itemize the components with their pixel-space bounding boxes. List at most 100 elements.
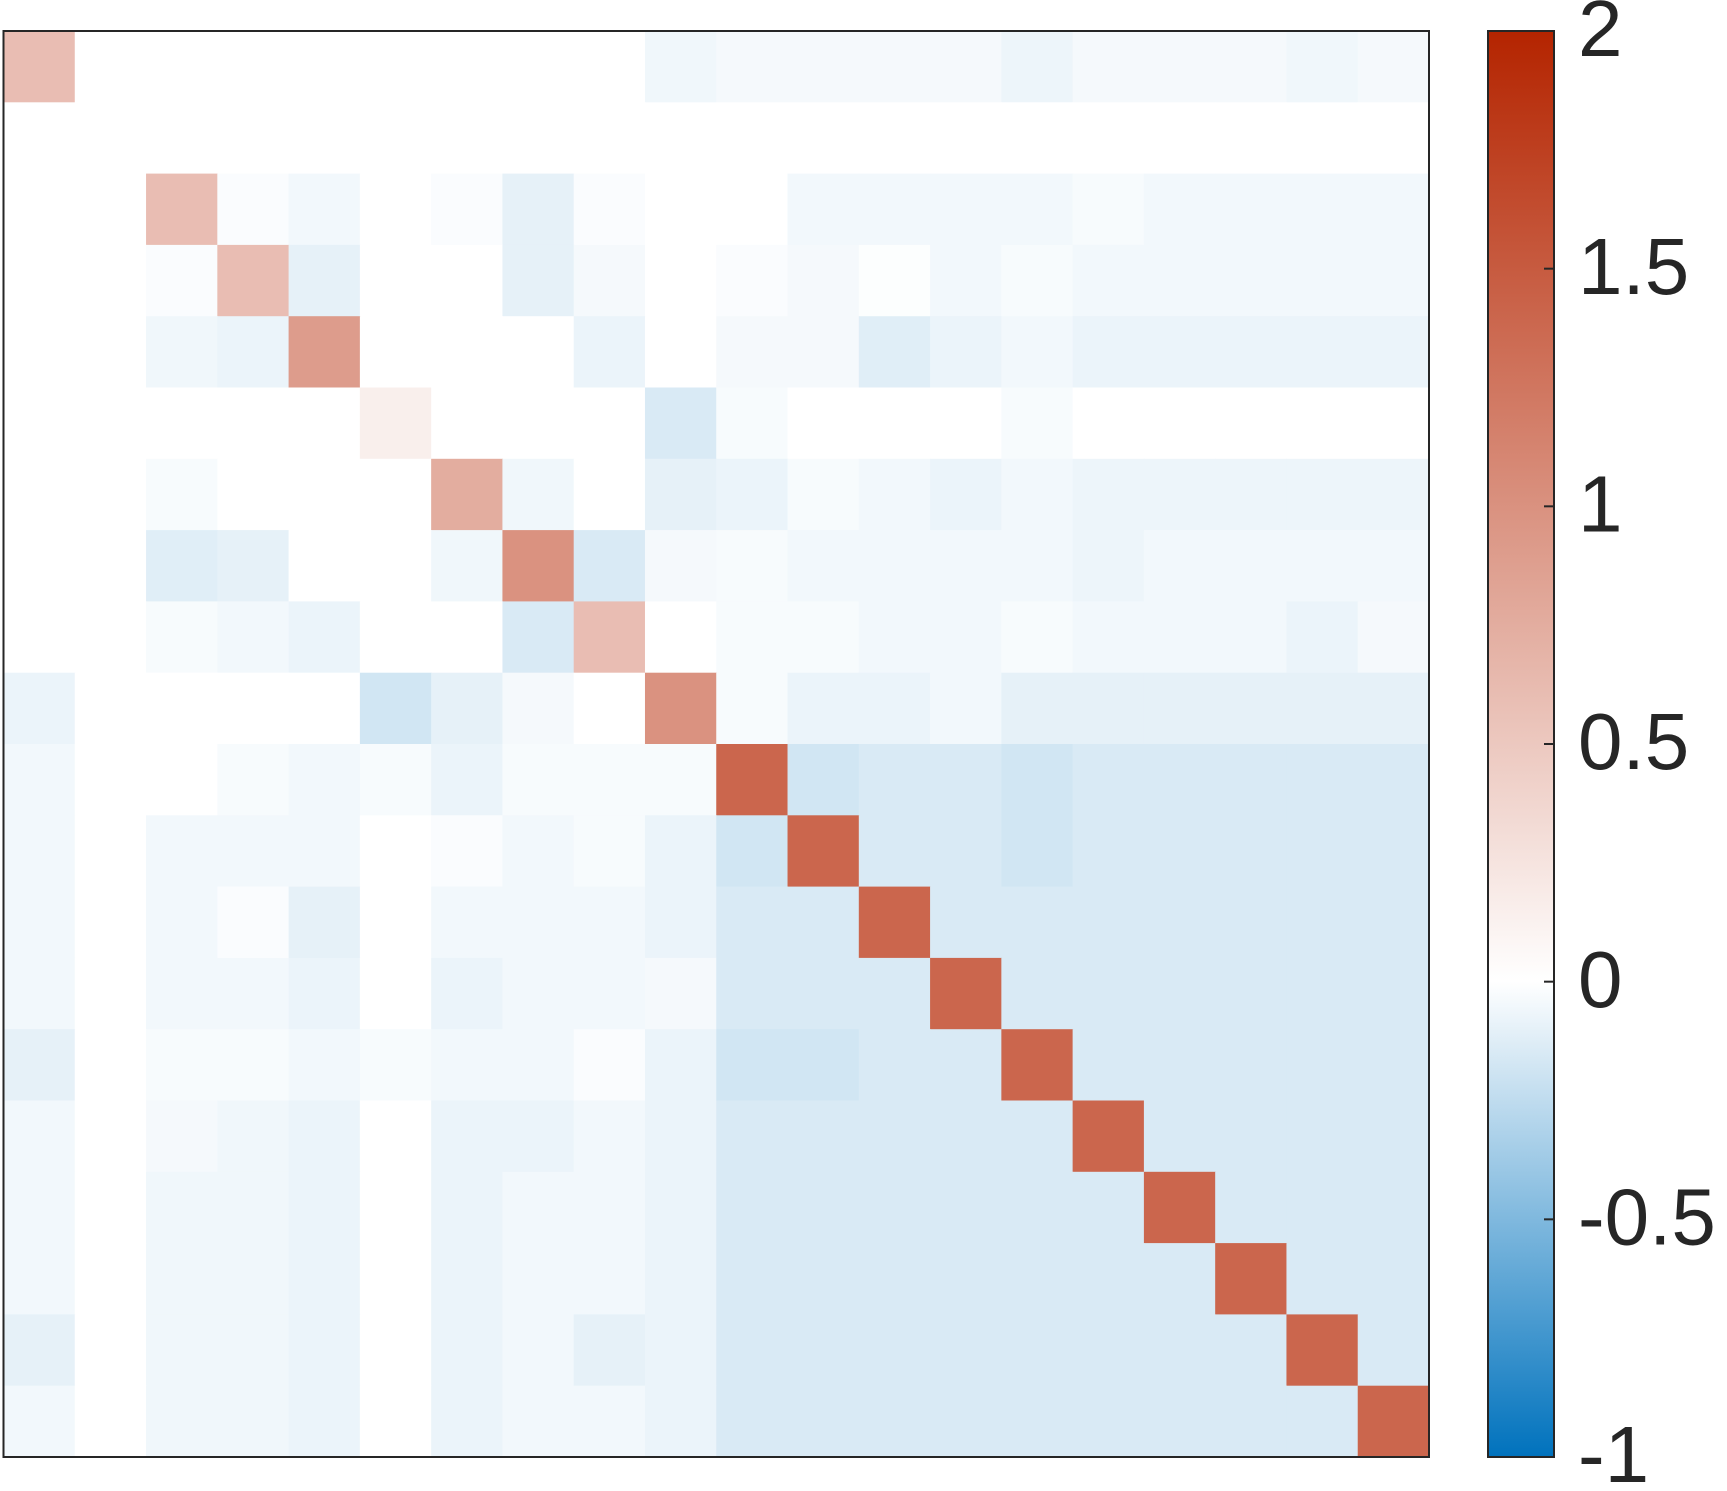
heatmap-cell	[716, 1243, 789, 1315]
heatmap-cell	[858, 672, 931, 745]
heatmap-cell	[74, 1029, 147, 1102]
heatmap-cell	[930, 886, 1002, 959]
heatmap-cell	[930, 672, 1002, 745]
heatmap-cell	[858, 957, 931, 1030]
heatmap-cell	[930, 815, 1002, 888]
heatmap-cell	[288, 672, 361, 745]
heatmap-cell	[644, 316, 717, 389]
heatmap-cell	[74, 1171, 147, 1244]
heatmap-cell	[1143, 886, 1216, 959]
heatmap-cell	[1286, 1385, 1359, 1458]
heatmap-cell	[573, 957, 646, 1030]
heatmap-cell	[930, 1243, 1002, 1315]
heatmap-cell	[787, 1100, 860, 1173]
heatmap-cell	[502, 1029, 575, 1102]
heatmap-cell	[858, 387, 931, 460]
heatmap-cell	[502, 316, 575, 389]
colorbar-tick-label: 0	[1578, 935, 1623, 1024]
heatmap-cell	[74, 1314, 147, 1387]
heatmap-cell	[716, 601, 789, 674]
heatmap-cell	[930, 458, 1002, 531]
heatmap-cell	[1001, 886, 1074, 959]
heatmap-cell	[1143, 316, 1216, 389]
heatmap-cell	[1072, 1385, 1145, 1458]
heatmap-cell	[644, 672, 717, 745]
heatmap-cell	[1072, 886, 1145, 959]
heatmap-cell	[1215, 102, 1288, 175]
heatmap-cell	[288, 1314, 361, 1387]
heatmap-cell	[146, 244, 218, 317]
heatmap-cell	[431, 102, 504, 175]
heatmap-cell	[716, 886, 789, 959]
heatmap-cell	[288, 1171, 361, 1244]
heatmap-cell	[146, 1029, 218, 1102]
heatmap-cell	[858, 815, 931, 888]
heatmap-cell	[359, 102, 432, 175]
heatmap-cell	[1286, 601, 1359, 674]
heatmap-cell	[3, 601, 76, 674]
heatmap-cell	[858, 886, 931, 959]
heatmap-cell	[217, 886, 290, 959]
heatmap-cell	[146, 744, 218, 816]
heatmap-cell	[716, 1029, 789, 1102]
heatmap-cell	[644, 1243, 717, 1315]
heatmap-cell	[1286, 672, 1359, 745]
heatmap-cell	[573, 1171, 646, 1244]
heatmap-cell	[1001, 387, 1074, 460]
heatmap-cell	[74, 458, 147, 531]
heatmap-cell	[1357, 173, 1430, 246]
heatmap-cell	[1215, 815, 1288, 888]
heatmap-cell	[1143, 1385, 1216, 1458]
heatmap-cell	[716, 672, 789, 745]
heatmap-cell	[1143, 244, 1216, 317]
heatmap-cell	[1215, 1243, 1288, 1315]
heatmap-cell	[502, 1314, 575, 1387]
heatmap-cell	[858, 530, 931, 602]
heatmap-cell	[1357, 1171, 1430, 1244]
heatmap-cell	[787, 1171, 860, 1244]
heatmap-cell	[1215, 1385, 1288, 1458]
heatmap-cell	[431, 316, 504, 389]
heatmap-cell	[217, 387, 290, 460]
heatmap-cell	[431, 815, 504, 888]
heatmap-cell	[1357, 244, 1430, 317]
heatmap-cell	[1001, 1171, 1074, 1244]
heatmap-cell	[930, 1314, 1002, 1387]
heatmap-cell	[431, 244, 504, 317]
heatmap-cell	[644, 244, 717, 317]
heatmap-cell	[288, 957, 361, 1030]
heatmap-cell	[74, 672, 147, 745]
heatmap-cell	[1357, 886, 1430, 959]
heatmap-cell	[502, 1385, 575, 1458]
heatmap-cell	[1286, 1243, 1359, 1315]
heatmap-cell	[930, 316, 1002, 389]
heatmap-cell	[1001, 316, 1074, 389]
heatmap-cell	[1072, 744, 1145, 816]
heatmap-cell	[431, 744, 504, 816]
colorbar-tick-label: 2	[1578, 0, 1623, 73]
heatmap-cell	[217, 744, 290, 816]
heatmap-cell	[74, 173, 147, 246]
heatmap-cell	[787, 31, 860, 103]
heatmap-cell	[431, 387, 504, 460]
heatmap-cell	[858, 458, 931, 531]
heatmap-cell	[787, 102, 860, 175]
heatmap-cell	[573, 31, 646, 103]
heatmap-cell	[1143, 173, 1216, 246]
heatmap-cell	[359, 1171, 432, 1244]
heatmap-cell	[858, 31, 931, 103]
heatmap-cell	[930, 957, 1002, 1030]
heatmap-cell	[644, 1100, 717, 1173]
heatmap-cell	[502, 102, 575, 175]
heatmap-cell	[1001, 1029, 1074, 1102]
heatmap-cell	[787, 387, 860, 460]
heatmap-cell	[1001, 1314, 1074, 1387]
heatmap-cell	[1286, 173, 1359, 246]
colorbar-tick-label: -1	[1578, 1410, 1649, 1491]
heatmap-cell	[1286, 815, 1359, 888]
heatmap-cell	[3, 1385, 76, 1458]
heatmap-cell	[858, 1171, 931, 1244]
heatmap-cell	[573, 1243, 646, 1315]
heatmap-cell	[1072, 387, 1145, 460]
heatmap-cell	[1001, 530, 1074, 602]
